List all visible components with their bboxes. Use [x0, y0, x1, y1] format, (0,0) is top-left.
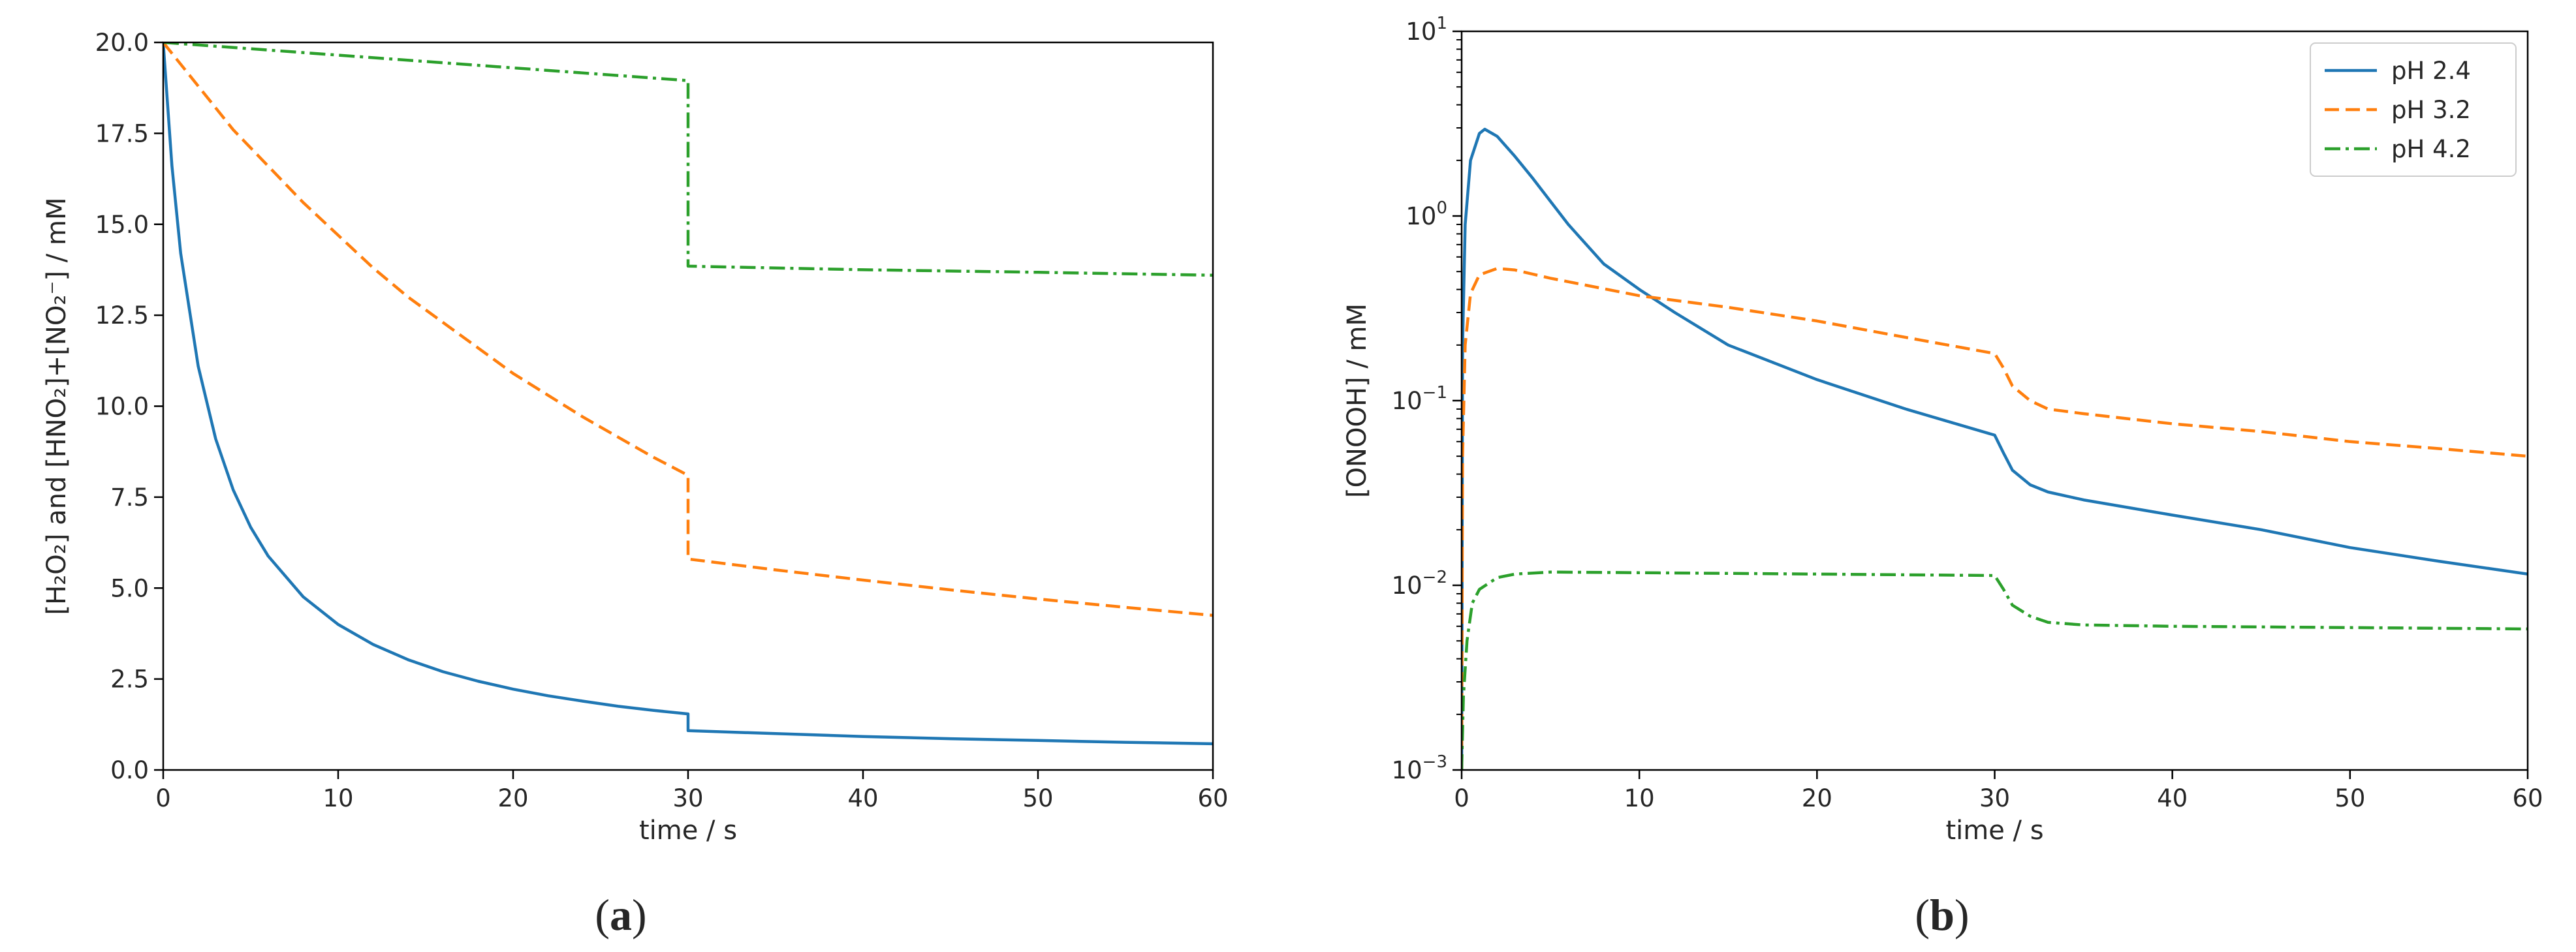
x-tick-label: 10 — [322, 784, 353, 812]
y-tick-label: 10−1 — [1392, 383, 1447, 415]
legend-label: pH 2.4 — [2391, 57, 2471, 85]
x-tick-label: 50 — [2334, 784, 2365, 812]
series-line-1 — [163, 42, 1213, 746]
y-tick-label: 20.0 — [95, 29, 149, 57]
x-tick-label: 40 — [847, 784, 878, 812]
panel-label-b: (b) — [1915, 890, 1969, 940]
y-tick-label: 101 — [1406, 14, 1447, 46]
legend-box — [2310, 42, 2517, 177]
legend-label: pH 3.2 — [2391, 96, 2471, 124]
series-line-3 — [163, 42, 1213, 277]
x-tick-label: 60 — [2512, 784, 2543, 812]
series-line-2 — [1462, 267, 2528, 770]
y-axis-label: [ONOOH] / mM — [1342, 303, 1372, 498]
y-tick-label: 5.0 — [110, 574, 149, 602]
series-line-2 — [163, 42, 1213, 617]
y-tick-label: 7.5 — [110, 484, 149, 512]
y-tick-label: 100 — [1406, 198, 1447, 230]
x-tick-label: 40 — [2157, 784, 2188, 812]
chart-panel-a: 0 10 20 30 40 50 60 0.0 2.5 5.0 7.5 10.0 12.5 15.0 17.… — [42, 29, 1229, 940]
x-tick-label: 20 — [1802, 784, 1832, 812]
y-tick-label: 10−2 — [1392, 568, 1447, 600]
legend: pH 2.4 pH 3.2 pH 4.2 — [2310, 42, 2517, 177]
series-line-1 — [1462, 127, 2528, 770]
x-axis-label: time / s — [1945, 816, 2043, 846]
x-tick-label: 50 — [1022, 784, 1053, 812]
x-tick-label: 0 — [155, 784, 171, 812]
y-tick-label: 12.5 — [95, 301, 149, 330]
y-tick-label: 2.5 — [110, 666, 149, 694]
x-tick-label: 10 — [1624, 784, 1655, 812]
y-tick-label: 17.5 — [95, 119, 149, 147]
x-tick-label: 30 — [672, 784, 703, 812]
x-axis-label: time / s — [639, 816, 737, 846]
y-tick-label: 10−3 — [1392, 752, 1447, 784]
panel-label-a: (a) — [595, 890, 646, 940]
legend-label: pH 4.2 — [2391, 135, 2471, 163]
x-tick-label: 0 — [1454, 784, 1469, 812]
y-axis-label: [H₂O₂] and [HNO₂]+[NO₂⁻] / mM — [42, 198, 72, 615]
x-tick-label: 60 — [1197, 784, 1228, 812]
y-tick-label: 10.0 — [95, 393, 149, 421]
x-tick-label: 30 — [1979, 784, 2010, 812]
x-tick-label: 20 — [497, 784, 528, 812]
series-line-3 — [1462, 570, 2528, 770]
y-tick-label: 0.0 — [110, 756, 149, 784]
chart-panel-b: 0 10 20 30 40 50 60 10−3 10−2 10−1 100 101 time / s [… — [1342, 14, 2543, 940]
y-tick-label: 15.0 — [95, 211, 149, 239]
